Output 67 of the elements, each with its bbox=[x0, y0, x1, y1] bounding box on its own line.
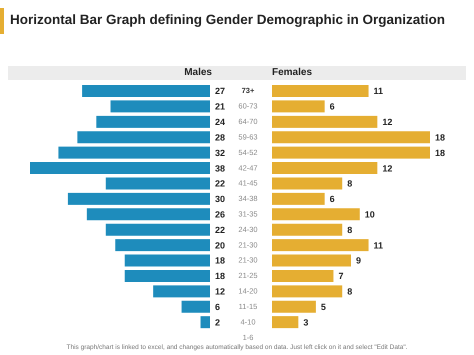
bar bbox=[272, 239, 369, 252]
bar bbox=[272, 208, 360, 220]
data-label: 2 bbox=[215, 317, 220, 328]
data-label: 38 bbox=[215, 163, 226, 174]
series-label: Males bbox=[184, 67, 212, 78]
bar bbox=[272, 285, 342, 298]
data-label: 32 bbox=[215, 148, 226, 158]
chart-title: Horizontal Bar Graph defining Gender Demographic in Organization bbox=[10, 12, 446, 27]
bar bbox=[272, 146, 430, 159]
bar bbox=[110, 100, 210, 112]
data-label: 10 bbox=[364, 209, 375, 220]
bar bbox=[77, 131, 210, 144]
bar bbox=[182, 300, 210, 313]
data-label: 12 bbox=[215, 286, 226, 297]
bar bbox=[124, 254, 210, 267]
bar bbox=[106, 177, 210, 190]
data-label: 12 bbox=[382, 163, 392, 174]
data-label: 11 bbox=[374, 240, 384, 250]
data-label: 5 bbox=[320, 302, 326, 312]
bar bbox=[272, 177, 342, 190]
data-label: 7 bbox=[338, 271, 344, 282]
data-label: 8 bbox=[347, 224, 352, 235]
data-label: 18 bbox=[435, 148, 446, 158]
bar bbox=[58, 146, 210, 159]
bar bbox=[272, 316, 298, 328]
bar bbox=[30, 162, 210, 174]
data-label: 3 bbox=[303, 317, 308, 328]
bar bbox=[272, 270, 334, 282]
bar bbox=[272, 116, 378, 128]
data-label: 18 bbox=[215, 271, 226, 282]
bar bbox=[272, 131, 430, 144]
data-label: 24 bbox=[215, 117, 226, 128]
bar bbox=[124, 270, 210, 282]
data-label: 6 bbox=[330, 102, 335, 112]
data-label: 27 bbox=[215, 86, 226, 96]
data-label: 28 bbox=[215, 132, 226, 142]
bar bbox=[68, 192, 210, 205]
data-label: 22 bbox=[215, 224, 226, 235]
data-label: 22 bbox=[215, 178, 226, 189]
data-label: 11 bbox=[374, 86, 384, 96]
bar bbox=[272, 100, 325, 112]
data-label: 9 bbox=[356, 256, 362, 266]
bar bbox=[153, 285, 210, 298]
bar bbox=[272, 85, 369, 97]
series-label: Females bbox=[272, 67, 312, 78]
data-label: 8 bbox=[347, 286, 352, 297]
data-label: 6 bbox=[215, 302, 220, 312]
data-label: 18 bbox=[215, 256, 226, 266]
bar bbox=[96, 116, 210, 128]
data-label: 6 bbox=[330, 194, 335, 204]
bar bbox=[115, 239, 210, 252]
bar bbox=[272, 300, 316, 313]
bar bbox=[86, 208, 210, 220]
data-label: 26 bbox=[215, 209, 226, 220]
data-label: 18 bbox=[435, 132, 446, 142]
bar bbox=[272, 254, 351, 267]
bar bbox=[106, 224, 210, 236]
bar bbox=[200, 316, 210, 328]
data-label: 21 bbox=[215, 102, 226, 112]
bar bbox=[82, 85, 210, 97]
bar bbox=[272, 224, 342, 236]
bar bbox=[272, 162, 378, 174]
data-label: 8 bbox=[347, 178, 352, 189]
bar bbox=[272, 192, 325, 205]
data-label: 12 bbox=[382, 117, 392, 128]
data-label: 20 bbox=[215, 240, 226, 250]
data-label: 30 bbox=[215, 194, 226, 204]
